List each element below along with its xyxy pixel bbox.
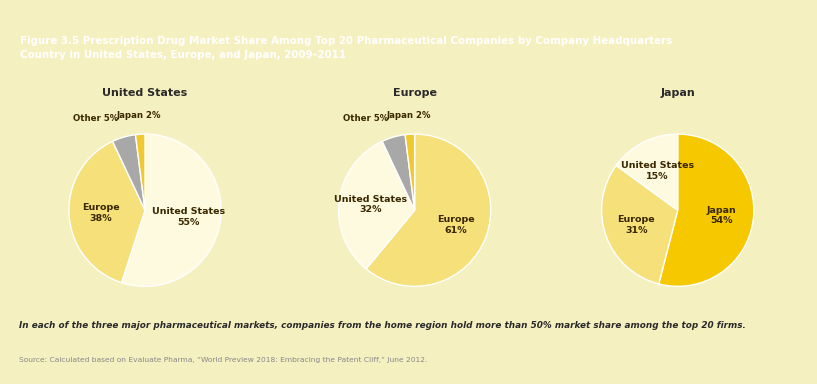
Wedge shape	[69, 141, 145, 283]
Text: United States
15%: United States 15%	[621, 161, 694, 180]
Wedge shape	[366, 134, 491, 286]
Wedge shape	[382, 135, 414, 210]
Text: United States
55%: United States 55%	[152, 207, 225, 227]
Title: Europe: Europe	[393, 88, 436, 98]
Wedge shape	[616, 134, 678, 210]
Wedge shape	[136, 134, 145, 210]
Text: Europe
38%: Europe 38%	[83, 203, 120, 223]
Text: Japan 2%: Japan 2%	[386, 111, 431, 120]
Text: Other 5%: Other 5%	[343, 114, 388, 123]
Title: United States: United States	[102, 88, 188, 98]
Wedge shape	[659, 134, 754, 286]
Text: In each of the three major pharmaceutical markets, companies from the home regio: In each of the three major pharmaceutica…	[20, 321, 746, 331]
Text: Europe
31%: Europe 31%	[618, 215, 655, 235]
Title: Japan: Japan	[660, 88, 695, 98]
Text: Source: Calculated based on Evaluate Pharma, “World Preview 2018: Embracing the : Source: Calculated based on Evaluate Pha…	[20, 357, 428, 363]
Wedge shape	[405, 134, 415, 210]
Wedge shape	[122, 134, 221, 286]
Text: United States
32%: United States 32%	[334, 195, 408, 214]
Text: Europe
61%: Europe 61%	[437, 215, 475, 235]
Wedge shape	[113, 135, 145, 210]
Text: Japan 2%: Japan 2%	[117, 111, 161, 120]
Text: Other 5%: Other 5%	[74, 114, 118, 123]
Wedge shape	[338, 141, 414, 269]
Wedge shape	[601, 166, 678, 284]
Text: Japan
54%: Japan 54%	[707, 206, 736, 225]
Text: Figure 3.5 Prescription Drug Market Share Among Top 20 Pharmaceutical Companies : Figure 3.5 Prescription Drug Market Shar…	[20, 36, 672, 60]
